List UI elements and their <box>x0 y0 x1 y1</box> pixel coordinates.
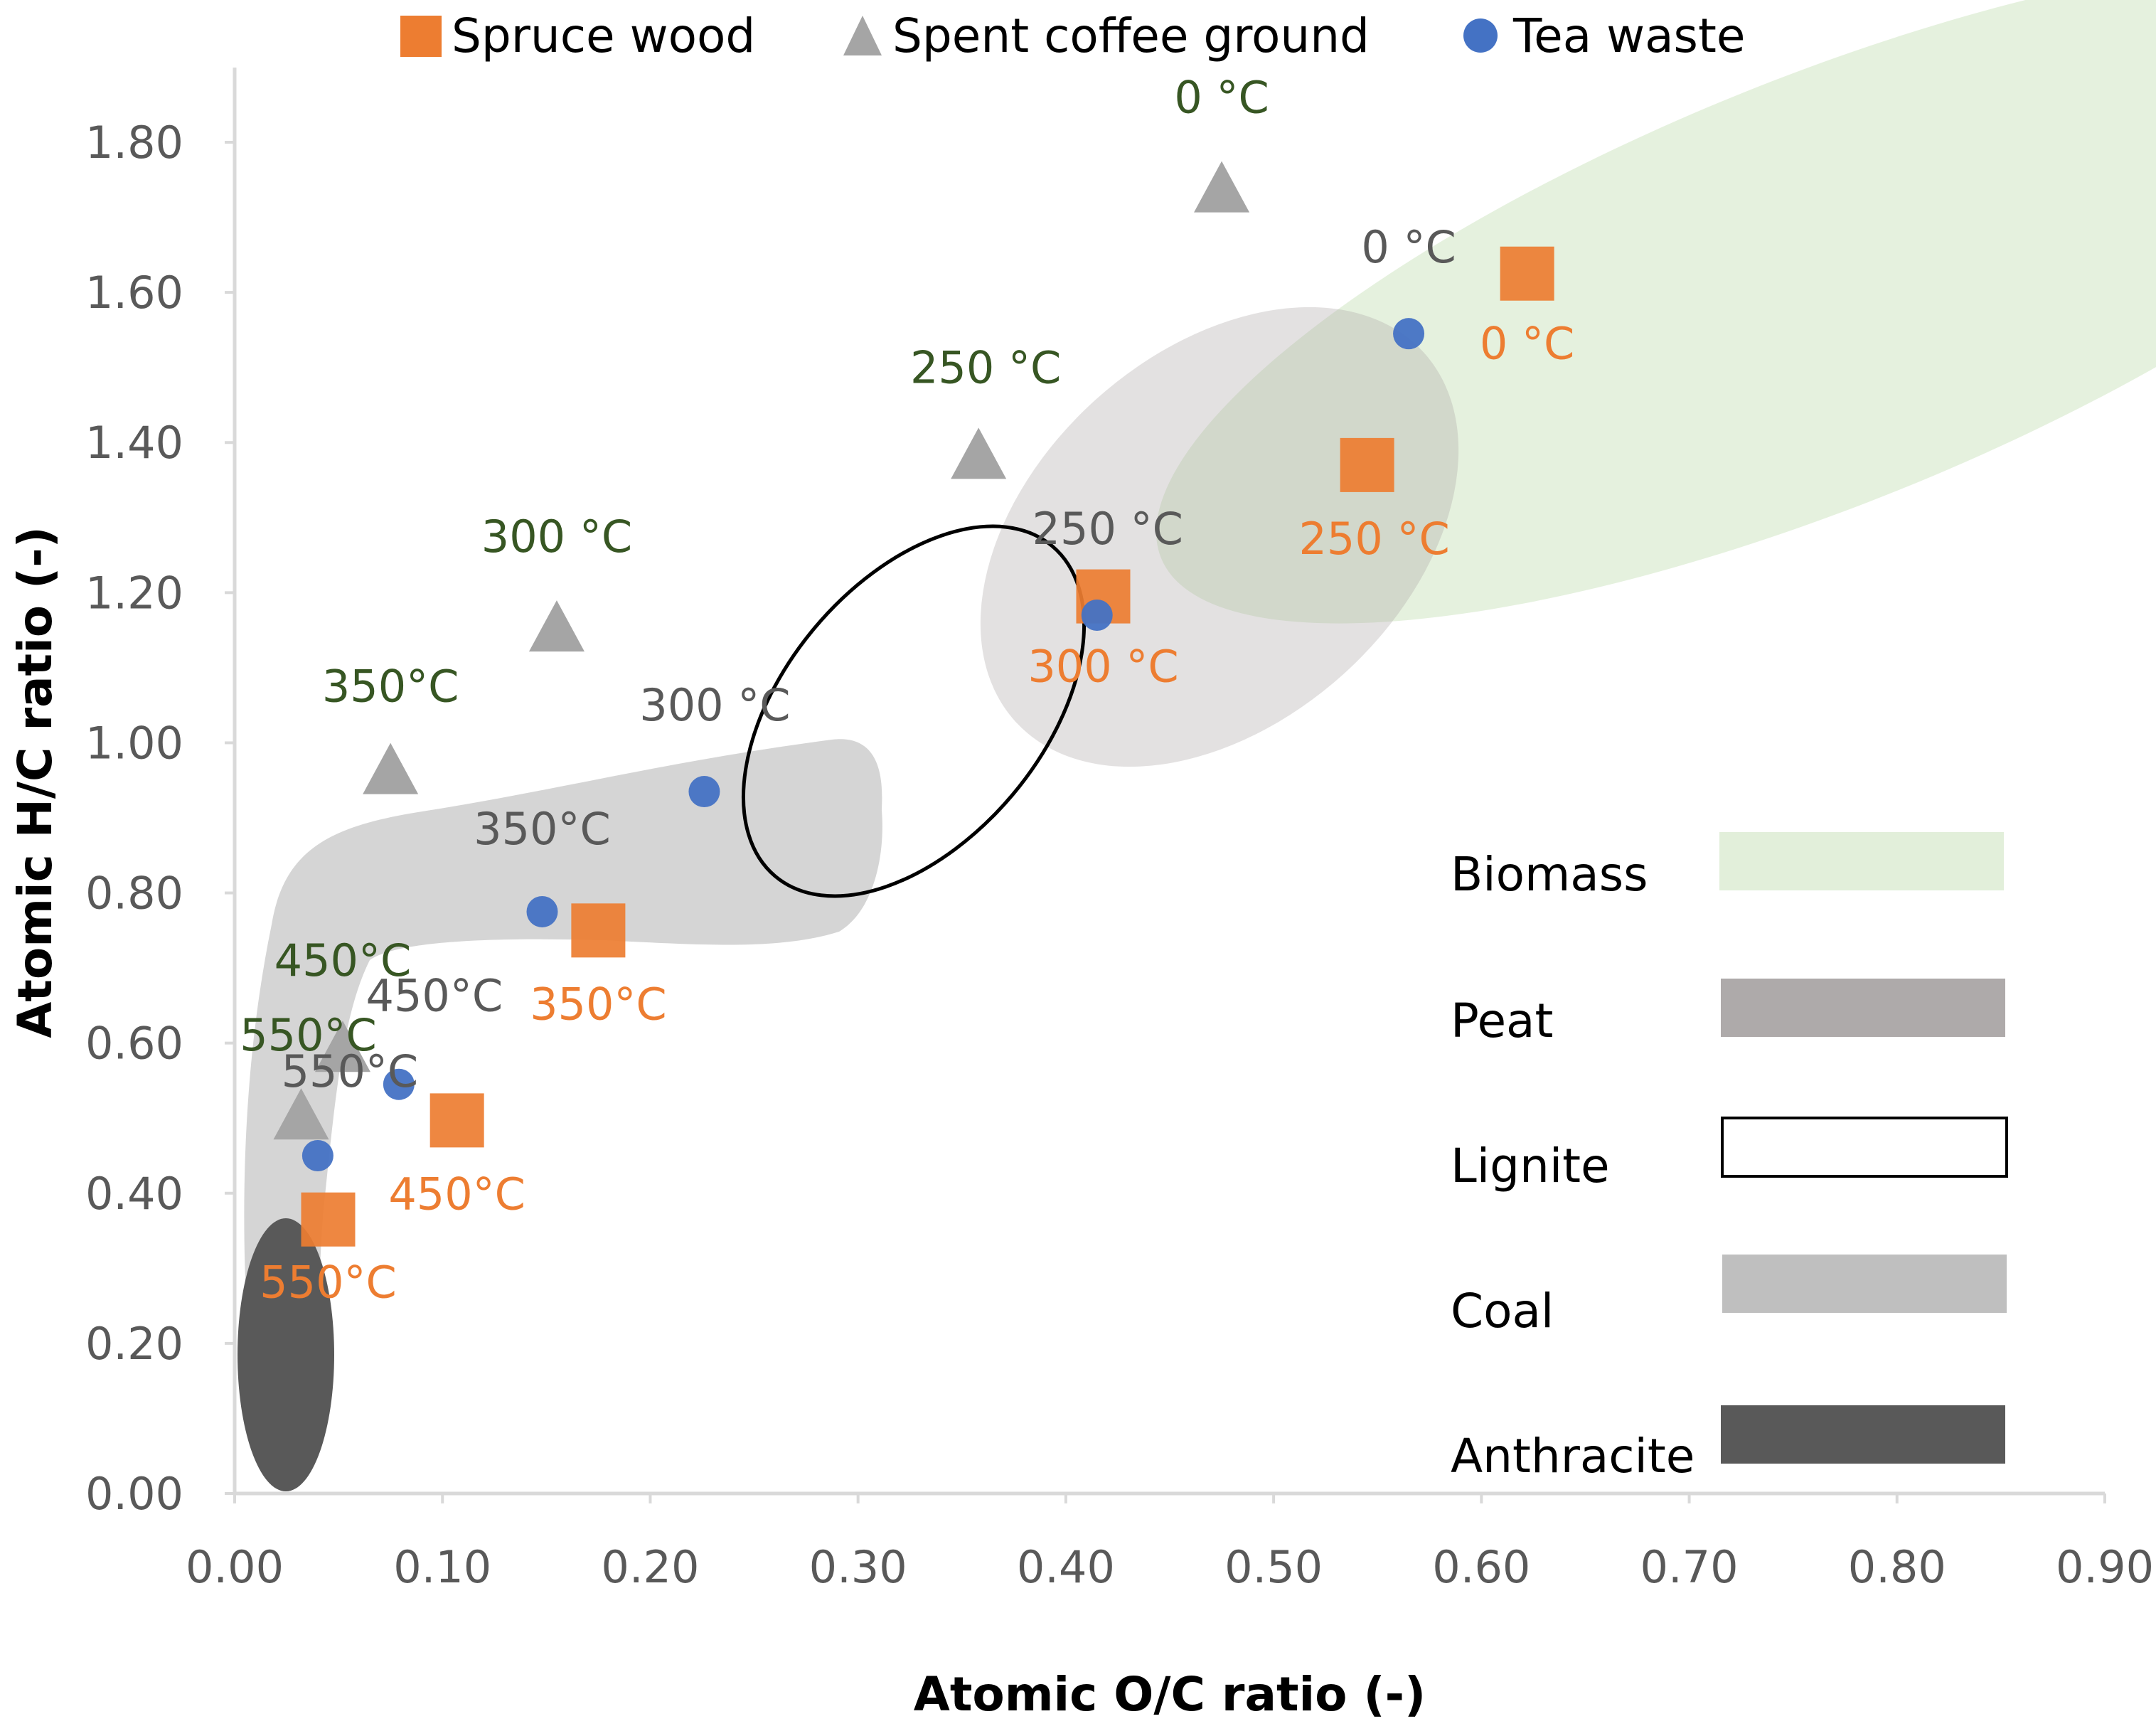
data-point-triangle <box>528 600 585 652</box>
point-label: 300 °C <box>481 511 632 563</box>
data-point-circle <box>301 1140 333 1171</box>
point-label: 300 °C <box>1028 641 1178 693</box>
data-point-circle <box>688 776 720 808</box>
y-tick-label: 0.20 <box>85 1318 183 1370</box>
region-label-biomass: Biomass <box>1451 847 1648 902</box>
y-tick-label: 0.40 <box>85 1168 183 1220</box>
data-point-triangle <box>1194 161 1250 213</box>
region-shapes <box>238 0 2156 1491</box>
y-axis-title: Atomic H/C ratio (-) <box>8 526 63 1038</box>
x-tick-label: 0.00 <box>186 1541 284 1593</box>
x-tick-label: 0.20 <box>601 1541 699 1593</box>
region-label-anthracite: Anthracite <box>1451 1429 1695 1484</box>
data-point-circle <box>1081 600 1113 631</box>
x-tick-labels: 0.00 0.10 0.20 0.30 0.40 0.50 0.60 0.70 0.80 0.90 <box>186 1541 2154 1593</box>
point-label: 350°C <box>530 978 667 1030</box>
point-label: 350°C <box>322 661 459 713</box>
y-tick-label: 0.00 <box>85 1468 183 1520</box>
data-point-triangle <box>273 1088 329 1140</box>
point-label: 450°C <box>388 1168 525 1220</box>
region-legend: Biomass Peat Lignite Coal Anthracite <box>1451 832 2008 1484</box>
point-label: 550°C <box>260 1257 397 1309</box>
y-tick-label: 0.80 <box>85 868 183 920</box>
data-point-triangle <box>314 1021 370 1072</box>
data-point-triangle <box>951 427 1007 479</box>
region-label-lignite: Lignite <box>1451 1139 1610 1193</box>
x-tick-label: 0.90 <box>2056 1541 2154 1593</box>
y-tick-label: 1.80 <box>85 117 183 169</box>
lignite-region <box>741 524 1087 898</box>
point-label: 0 °C <box>1174 72 1269 124</box>
legend-marker-spent-coffee-ground <box>843 16 882 55</box>
legend-label-spruce-wood: Spruce wood <box>452 9 755 63</box>
point-label: 250 °C <box>1032 503 1183 555</box>
x-axis-title: Atomic O/C ratio (-) <box>914 1667 1426 1722</box>
data-point-square <box>301 1192 356 1247</box>
point-label: 450°C <box>274 934 412 986</box>
x-tick-marks <box>233 1493 2106 1503</box>
region-label-peat: Peat <box>1451 994 1553 1048</box>
anthracite-region <box>238 1218 334 1491</box>
coal-region <box>244 739 882 1280</box>
data-point-triangle <box>363 742 419 794</box>
data-point-square <box>429 1093 484 1148</box>
data-point-square <box>1500 246 1554 301</box>
legend-marker-spruce-wood <box>400 16 442 57</box>
x-tick-label: 0.10 <box>393 1541 491 1593</box>
point-label: 550°C <box>240 1009 377 1061</box>
legend-label-spent-coffee-ground: Spent coffee ground <box>892 9 1370 63</box>
point-label: 250 °C <box>910 341 1061 393</box>
point-label: 250 °C <box>1298 513 1449 565</box>
data-point-square <box>1340 437 1394 492</box>
x-tick-label: 0.50 <box>1224 1541 1323 1593</box>
region-swatch-coal <box>1722 1255 2007 1313</box>
legend-label-tea-waste: Tea waste <box>1512 9 1745 63</box>
point-label: 0 °C <box>1361 221 1456 273</box>
y-tick-label: 1.40 <box>85 417 183 469</box>
region-swatch-biomass <box>1719 832 2004 890</box>
region-label-coal: Coal <box>1451 1284 1554 1338</box>
region-swatch-lignite <box>1721 1117 2008 1178</box>
biomass-region <box>1156 0 2156 624</box>
data-point-circle <box>526 895 558 927</box>
region-swatch-peat <box>1721 979 2005 1037</box>
y-tick-label: 1.60 <box>85 267 183 319</box>
point-label: 350°C <box>474 803 611 855</box>
data-point-circle <box>1393 318 1425 350</box>
point-label: 0 °C <box>1480 318 1574 370</box>
point-label: 550°C <box>282 1045 419 1097</box>
y-tick-label: 0.60 <box>85 1018 183 1070</box>
point-label: 450°C <box>366 970 503 1022</box>
axes: 0.00 0.10 0.20 0.30 0.40 0.50 0.60 0.70 0.80 0.90… <box>8 68 2154 1722</box>
x-tick-label: 0.70 <box>1640 1541 1739 1593</box>
data-markers <box>273 161 1554 1247</box>
x-tick-label: 0.40 <box>1017 1541 1115 1593</box>
y-tick-labels: 0.00 0.20 0.40 0.60 0.80 1.00 1.20 1.40 1.60 1.80 <box>85 117 235 1520</box>
x-tick-label: 0.60 <box>1432 1541 1530 1593</box>
data-point-circle <box>383 1068 415 1100</box>
x-tick-label: 0.30 <box>809 1541 907 1593</box>
region-swatch-anthracite <box>1721 1405 2005 1464</box>
legend-marker-tea-waste <box>1463 18 1498 53</box>
data-point-square <box>571 903 626 958</box>
peat-region <box>980 307 1459 767</box>
x-tick-label: 0.80 <box>1848 1541 1946 1593</box>
series-legend: Spruce wood Spent coffee ground Tea wast… <box>400 9 1745 63</box>
y-tick-label: 1.20 <box>85 567 183 619</box>
point-label: 300 °C <box>639 679 790 731</box>
y-tick-label: 1.00 <box>85 717 183 769</box>
